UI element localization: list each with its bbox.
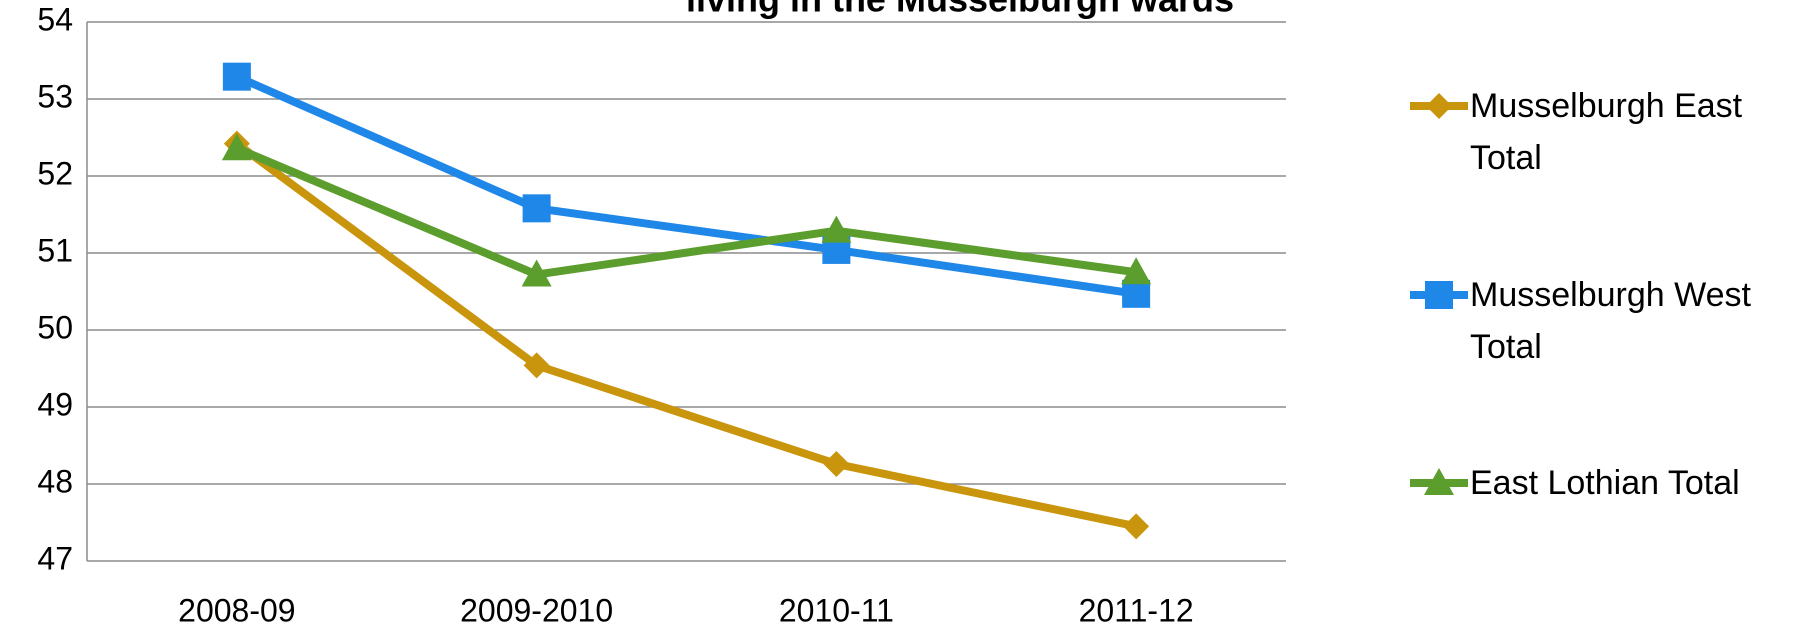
y-tick-label: 50 — [37, 309, 73, 345]
series-line — [235, 73, 1137, 298]
x-tick-label: 2008-09 — [178, 592, 295, 628]
series-line — [234, 140, 1137, 531]
marker — [523, 352, 550, 379]
y-tick-label: 53 — [37, 78, 73, 114]
x-tick-label: 2010-11 — [779, 592, 894, 628]
marker — [821, 215, 852, 243]
y-tick-label: 49 — [37, 386, 73, 422]
chart-title: living in the Musselburgh wards — [686, 0, 1234, 20]
y-tick-label: 54 — [37, 1, 73, 37]
y-tick-label: 48 — [37, 463, 73, 499]
marker — [1424, 468, 1454, 495]
marker — [1425, 281, 1453, 309]
y-tick-label: 52 — [37, 155, 73, 191]
x-tick-label: 2009-2010 — [460, 592, 613, 628]
marker — [222, 62, 251, 91]
y-tick-label: 47 — [37, 540, 73, 576]
marker — [1426, 93, 1452, 119]
marker — [221, 133, 252, 161]
y-tick-label: 51 — [37, 232, 73, 268]
marker — [1121, 257, 1152, 285]
series-line — [235, 144, 1137, 279]
marker — [1123, 513, 1150, 540]
marker — [522, 194, 551, 223]
legend-label: Musselburgh West Total — [1470, 276, 1751, 366]
marker — [521, 259, 552, 287]
marker — [1122, 279, 1151, 308]
legend-label: East Lothian Total — [1470, 464, 1740, 502]
marker — [823, 450, 850, 477]
x-tick-label: 2011-12 — [1079, 592, 1194, 628]
legend-label: Musselburgh East Total — [1470, 87, 1743, 177]
